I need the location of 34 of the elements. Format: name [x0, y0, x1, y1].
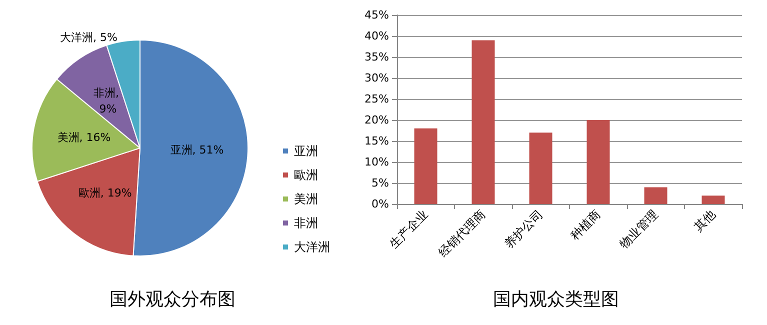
- bar: [644, 187, 668, 204]
- legend-label: 歐洲: [294, 168, 318, 182]
- y-tick-label: 35%: [364, 50, 389, 64]
- y-tick-label: 5%: [372, 176, 389, 190]
- legend-label: 美洲: [294, 192, 318, 206]
- bar: [702, 196, 725, 204]
- legend-label: 亚洲: [294, 144, 318, 158]
- legend-label: 非洲: [294, 216, 318, 230]
- data-label: 非洲, 9%: [93, 86, 122, 116]
- y-tick-label: 20%: [364, 114, 389, 126]
- bar: [586, 120, 610, 204]
- x-tick-label: 经销代理商: [436, 207, 488, 260]
- text: 国外观众分布图: [110, 289, 236, 309]
- x-tick-label: 物业管理: [616, 207, 661, 251]
- data-label: 亚洲, 51%: [170, 143, 224, 156]
- y-tick-label: 0%: [372, 198, 389, 210]
- y-tick-label: 40%: [364, 30, 389, 42]
- bar: [472, 40, 495, 204]
- x-tick-label: 其他: [691, 207, 718, 234]
- x-tick-label: 生产企业: [386, 207, 431, 251]
- data-label: 大洋洲, 5%: [60, 30, 118, 44]
- bar: [414, 128, 438, 204]
- x-tick-label: 养护公司: [502, 207, 546, 251]
- x-tick-label: 种植商: [568, 207, 604, 242]
- y-tick-label: 15%: [364, 134, 389, 148]
- y-tick-label: 25%: [364, 92, 389, 106]
- bar: [529, 132, 552, 204]
- y-tick-label: 45%: [364, 8, 389, 22]
- legend-label: 大洋洲: [294, 240, 330, 254]
- text: 国内观众类型图: [493, 289, 619, 309]
- data-label: 美洲, 16%: [57, 130, 111, 144]
- data-label: 歐洲, 19%: [78, 186, 132, 200]
- y-tick-label: 30%: [364, 72, 389, 84]
- y-tick-label: 10%: [364, 156, 389, 168]
